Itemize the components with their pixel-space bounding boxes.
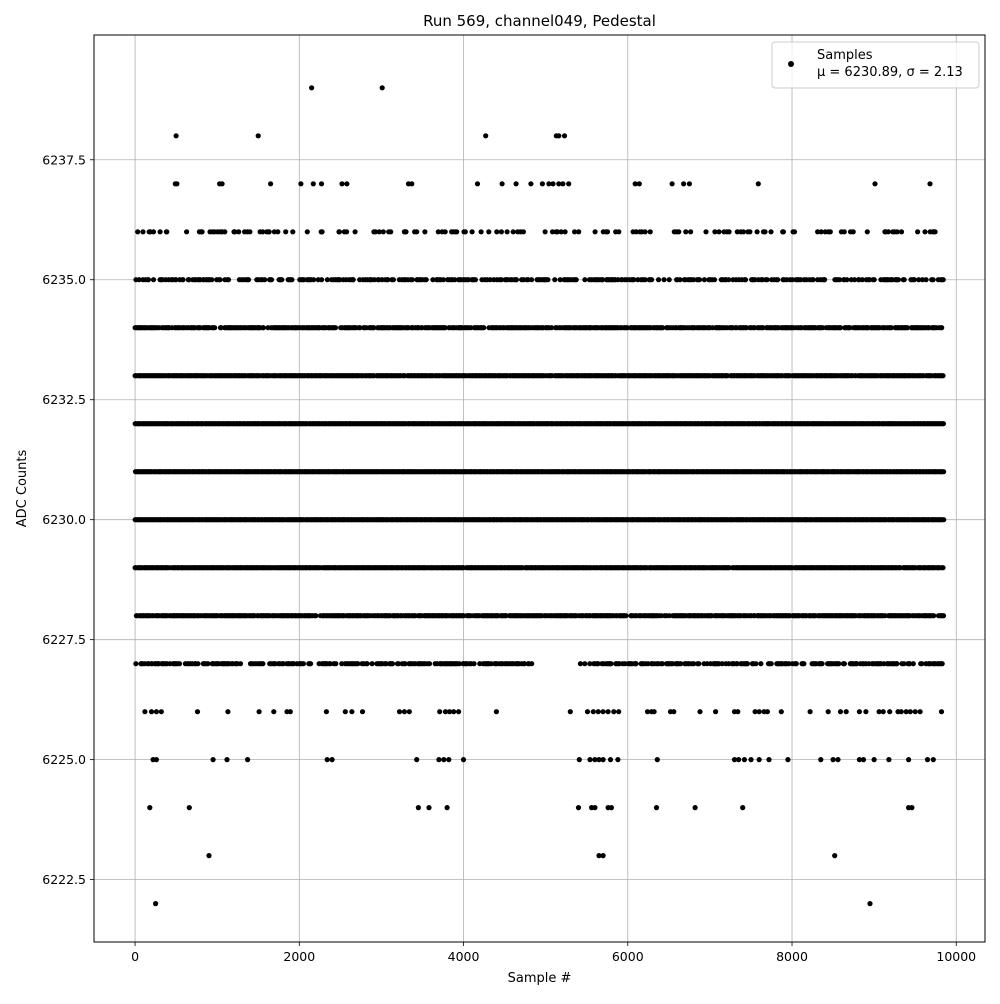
data-point bbox=[427, 661, 432, 666]
data-point bbox=[801, 661, 806, 666]
data-point bbox=[820, 661, 825, 666]
data-point bbox=[894, 661, 899, 666]
data-point bbox=[177, 661, 182, 666]
data-point bbox=[745, 661, 750, 666]
data-point bbox=[313, 613, 318, 618]
data-point bbox=[261, 325, 266, 330]
data-point bbox=[308, 661, 313, 666]
data-point bbox=[941, 613, 946, 618]
data-point bbox=[333, 661, 338, 666]
data-point bbox=[471, 661, 476, 666]
data-point bbox=[836, 661, 841, 666]
data-point bbox=[582, 661, 587, 666]
data-point bbox=[133, 661, 138, 666]
data-point bbox=[940, 565, 945, 570]
data-point bbox=[195, 661, 200, 666]
data-point bbox=[941, 469, 946, 474]
data-point bbox=[941, 517, 946, 522]
data-point bbox=[481, 325, 486, 330]
data-point bbox=[529, 661, 534, 666]
data-point bbox=[758, 661, 763, 666]
data-point bbox=[753, 661, 758, 666]
data-point bbox=[696, 661, 701, 666]
data-point bbox=[940, 373, 945, 378]
grid-lines bbox=[94, 35, 985, 942]
data-point bbox=[301, 661, 306, 666]
data-point bbox=[911, 661, 916, 666]
data-point bbox=[931, 613, 936, 618]
data-point bbox=[769, 661, 774, 666]
data-point bbox=[333, 325, 338, 330]
data-point bbox=[941, 421, 946, 426]
data-point bbox=[370, 661, 375, 666]
data-point bbox=[633, 661, 638, 666]
data-point bbox=[623, 613, 628, 618]
data-point bbox=[260, 661, 265, 666]
data-points bbox=[133, 85, 947, 906]
data-point bbox=[940, 661, 945, 666]
data-point bbox=[390, 661, 395, 666]
data-point bbox=[238, 661, 243, 666]
data-point bbox=[365, 661, 370, 666]
data-point bbox=[842, 661, 847, 666]
data-point bbox=[212, 325, 217, 330]
data-point bbox=[608, 661, 613, 666]
data-point bbox=[794, 661, 799, 666]
